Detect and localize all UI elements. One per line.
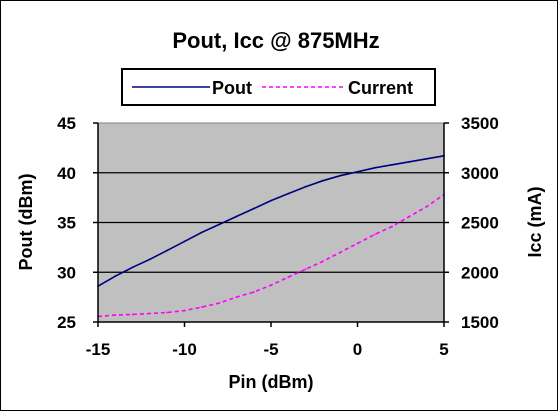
data-point-pout — [252, 207, 255, 210]
y-tick-label: 25 — [57, 313, 76, 332]
data-point-current — [391, 225, 393, 228]
data-point-pout — [149, 258, 151, 261]
data-point-current — [218, 302, 221, 304]
data-point-current — [166, 311, 169, 314]
y2-tick-label: 1500 — [461, 313, 499, 332]
data-point-current — [408, 215, 411, 218]
data-point-pout — [235, 215, 238, 218]
data-point-pout — [270, 199, 272, 202]
data-point-current — [200, 306, 203, 308]
data-point-current — [131, 313, 134, 316]
chart-title: Pout, Icc @ 875MHz — [172, 28, 379, 53]
data-point-current — [252, 291, 255, 293]
data-point-current — [304, 268, 307, 271]
data-point-current — [149, 312, 151, 315]
data-point-current — [356, 242, 359, 245]
data-point-pout — [356, 170, 359, 173]
y2-tick-label: 3000 — [461, 164, 499, 183]
gridlines — [98, 172, 444, 273]
x-tick-label: -5 — [263, 340, 278, 359]
series-layer — [97, 154, 445, 318]
data-point-pout — [166, 249, 169, 252]
data-point-current — [114, 314, 117, 316]
legend-label-current: Current — [348, 78, 413, 98]
y2-tick-label: 2000 — [461, 263, 499, 282]
data-point-pout — [287, 192, 290, 195]
legend-label-pout: Pout — [212, 78, 252, 98]
data-point-current — [235, 296, 238, 298]
data-point-pout — [408, 160, 411, 163]
data-point-pout — [304, 185, 307, 188]
x-tick-label: -15 — [86, 340, 111, 359]
data-point-current — [425, 205, 428, 208]
data-point-pout — [218, 223, 221, 226]
data-point-pout — [373, 166, 376, 169]
data-point-current — [183, 309, 186, 312]
data-point-current — [373, 233, 376, 236]
y-tick-label: 45 — [57, 114, 76, 133]
axes: 45 40 35 30 25 3500 3000 2500 2000 1500 -15 -10 -5 0 5 — [57, 114, 499, 359]
y-tick-label: 35 — [57, 214, 76, 233]
y-axis-title: Pout (dBm) — [16, 174, 36, 271]
y-tick-label: 30 — [57, 263, 76, 282]
x-tick-label: 0 — [353, 340, 362, 359]
data-point-current — [287, 276, 290, 279]
data-point-pout — [183, 240, 186, 243]
y-tick-label: 40 — [57, 164, 76, 183]
y2-tick-label: 3500 — [461, 114, 499, 133]
data-point-current — [270, 284, 272, 287]
data-point-pout — [131, 266, 134, 269]
y2-tick-label: 2500 — [461, 214, 499, 233]
data-point-pout — [322, 179, 324, 182]
y2-axis-title: Icc (mA) — [525, 186, 545, 257]
data-point-pout — [391, 163, 393, 166]
data-point-pout — [114, 275, 117, 278]
x-tick-label: -10 — [172, 340, 197, 359]
data-point-pout — [339, 174, 342, 177]
x-tick-label: 5 — [439, 340, 448, 359]
data-point-current — [339, 251, 342, 254]
data-point-current — [322, 260, 324, 263]
data-point-pout — [200, 231, 203, 234]
data-point-pout — [425, 157, 428, 160]
x-axis-title: Pin (dBm) — [229, 372, 314, 392]
